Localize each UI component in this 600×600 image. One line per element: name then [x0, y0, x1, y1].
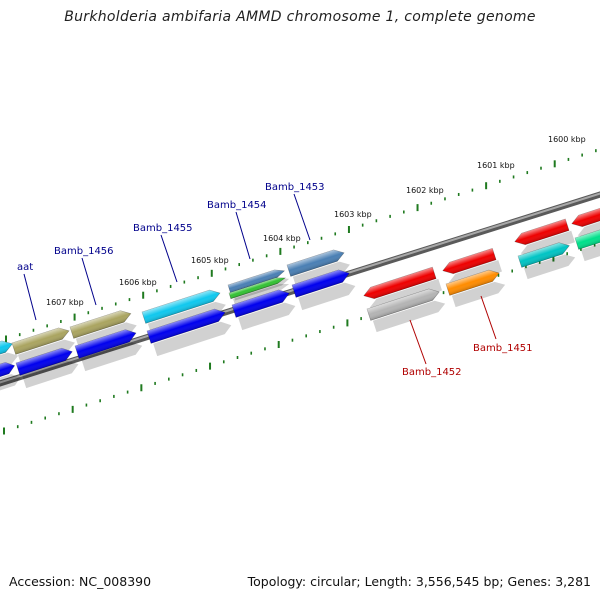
gene-arrow-red-4-shade — [571, 205, 600, 227]
kbp-label-1607: 1607 kbp — [46, 298, 84, 307]
gene-arrow-red-3-shadow — [520, 230, 575, 257]
gene-arrow-teal-1[interactable] — [517, 239, 577, 280]
gene-arrow-blue-edge[interactable] — [0, 359, 22, 392]
gene-arrow-red-3[interactable] — [513, 218, 575, 259]
gene-label-bamb-1456[interactable]: Bamb_1456 — [54, 246, 114, 257]
gene-arrow-blue-2-shade — [75, 329, 136, 359]
gene-arrow-grey-1-shadow — [372, 300, 446, 333]
gene-arrow-blue-edge-shadow — [0, 374, 21, 392]
gene-arrow-blue-5[interactable] — [291, 266, 357, 311]
gene-label-bamb-1451[interactable]: Bamb_1451 — [473, 343, 533, 354]
gene-label-aat[interactable]: aat — [17, 262, 33, 273]
kbp-label-1600: 1600 kbp — [548, 135, 586, 144]
gene-arrow-blue-3[interactable] — [146, 306, 233, 357]
gene-arrow-cyan-edge-shadow — [0, 352, 19, 372]
kbp-label-1602: 1602 kbp — [406, 186, 444, 195]
gene-arrow-cyan-edge[interactable] — [0, 338, 20, 372]
gene-arrow-orange-1-shade — [446, 270, 500, 296]
gene-arrow-blue-edge-shade — [0, 362, 15, 380]
accession-text: Accession: NC_008390 — [9, 574, 152, 589]
gene-arrow-red-3-shade — [514, 219, 570, 245]
gene-arrow-green-1-shadow — [233, 283, 290, 305]
gene-arrow-blue-1-shade — [16, 348, 73, 376]
gene-label-bamb-1455[interactable]: Bamb_1455 — [133, 223, 193, 234]
gene-arrow-red-4[interactable] — [570, 205, 600, 242]
gene-arrow-blue-5-shade — [292, 269, 350, 298]
leader-bamb-1454 — [235, 211, 251, 260]
kbp-label-1605: 1605 kbp — [191, 256, 229, 265]
gene-arrow-blue-4-shade — [232, 289, 290, 318]
gene-arrow-olive-1-shade — [12, 327, 70, 355]
gene-arrow-red-2-shade — [442, 248, 497, 274]
gene-arrow-mint-1[interactable] — [574, 227, 600, 262]
kbp-label-1606: 1606 kbp — [119, 278, 157, 287]
leader-aat — [23, 273, 37, 321]
leader-bamb-1453 — [293, 193, 311, 241]
gene-arrow-teal-1-shadow — [523, 254, 576, 280]
gene-arrow-steel-1-shade — [228, 269, 285, 293]
gene-arrow-orange-1-shadow — [451, 281, 506, 308]
leader-bamb-1451 — [480, 295, 497, 340]
map-title: Burkholderia ambifaria AMMD chromosome 1… — [64, 9, 536, 25]
gene-arrow-blue-2-shadow — [81, 342, 143, 372]
gene-arrow-blue-3-shadow — [153, 321, 232, 357]
gene-arrow-blue-4[interactable] — [231, 286, 297, 331]
gene-arrow-mint-1-shadow — [580, 241, 600, 262]
gene-arrow-green-1-shade — [229, 277, 286, 299]
gene-arrow-red-1-shade — [363, 267, 437, 299]
genome-summary-text: Topology: circular; Length: 3,556,545 bp… — [247, 574, 591, 589]
kbp-label-1601: 1601 kbp — [477, 161, 515, 170]
gene-label-bamb-1453[interactable]: Bamb_1453 — [265, 182, 325, 193]
leader-bamb-1452 — [409, 319, 427, 365]
gene-arrow-teal-1-shade — [518, 242, 570, 268]
gene-arrow-red-4-shadow — [577, 217, 600, 239]
gene-arrow-grey-1-shade — [367, 288, 440, 321]
gene-arrow-blue-1-shadow — [22, 360, 79, 389]
gene-arrow-grey-1[interactable] — [366, 286, 447, 333]
gene-arrow-orange-1[interactable] — [445, 267, 507, 308]
gene-arrow-green-1[interactable] — [228, 274, 290, 305]
gene-arrow-blue-1[interactable] — [15, 345, 80, 389]
gene-arrow-mint-1-shade — [575, 229, 600, 250]
gene-arrow-blue-4-shadow — [238, 302, 296, 331]
leader-bamb-1455 — [160, 234, 178, 283]
gene-label-bamb-1454[interactable]: Bamb_1454 — [207, 200, 267, 211]
gene-label-bamb-1452[interactable]: Bamb_1452 — [402, 367, 462, 378]
gene-arrow-steel-2-shade — [287, 249, 345, 277]
gene-arrow-blue-3-shade — [147, 309, 226, 344]
gene-arrow-cyan-edge-shade — [0, 340, 13, 360]
kbp-label-1603: 1603 kbp — [334, 210, 372, 219]
gene-arrow-cyan-1-shade — [142, 290, 220, 324]
gene-arrow-blue-5-shadow — [298, 282, 356, 311]
kbp-label-1604: 1604 kbp — [263, 234, 301, 243]
gene-arrow-olive-2-shade — [70, 310, 131, 339]
leader-bamb-1456 — [81, 257, 97, 306]
gene-arrow-blue-2[interactable] — [74, 326, 144, 372]
